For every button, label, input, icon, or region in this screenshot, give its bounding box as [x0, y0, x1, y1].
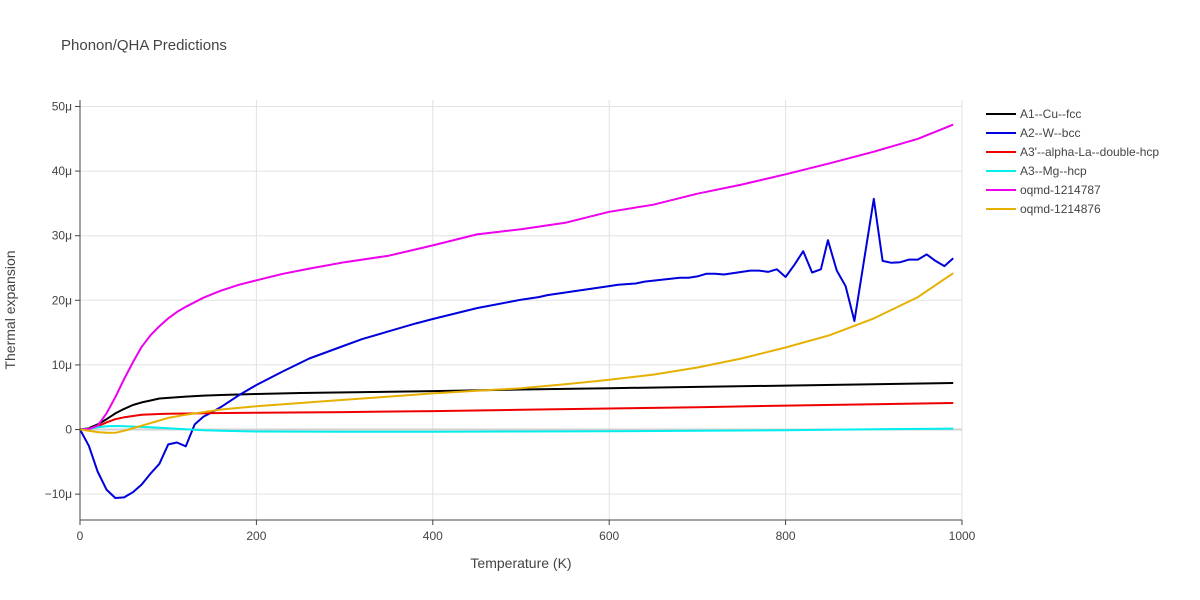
x-axis-title: Temperature (K): [470, 555, 571, 571]
legend[interactable]: A1--Cu--fcc A2--W--bcc A3'--alpha-La--doub…: [986, 107, 1159, 216]
x-tick-labels: 0 200 400 600 800 1000: [77, 529, 976, 543]
legend-item[interactable]: A2--W--bcc: [986, 126, 1080, 140]
y-tick-label: 40μ: [52, 164, 72, 178]
legend-label: A2--W--bcc: [1020, 126, 1080, 140]
x-tick-label: 400: [423, 529, 443, 543]
legend-item[interactable]: A3--Mg--hcp: [986, 164, 1087, 178]
series-line-2[interactable]: [79, 402, 954, 431]
legend-item[interactable]: A1--Cu--fcc: [986, 107, 1081, 121]
series-group: [79, 123, 954, 499]
y-tick-label: 20μ: [52, 293, 72, 307]
legend-label: A3'--alpha-La--double-hcp: [1020, 145, 1159, 159]
y-tick-label: 50μ: [52, 99, 72, 113]
legend-label: A3--Mg--hcp: [1020, 164, 1087, 178]
legend-item[interactable]: A3'--alpha-La--double-hcp: [986, 145, 1159, 159]
y-tick-label: −10μ: [45, 487, 72, 501]
legend-label: A1--Cu--fcc: [1020, 107, 1081, 121]
x-tick-label: 0: [77, 529, 84, 543]
axes: [75, 100, 963, 525]
legend-item[interactable]: oqmd-1214787: [986, 183, 1101, 197]
series-line-3[interactable]: [79, 425, 954, 433]
series-line-5[interactable]: [79, 272, 954, 434]
x-tick-label: 600: [599, 529, 619, 543]
legend-label: oqmd-1214787: [1020, 183, 1101, 197]
legend-label: oqmd-1214876: [1020, 202, 1101, 216]
chart-title: Phonon/QHA Predictions: [61, 37, 227, 54]
y-tick-label: 30μ: [52, 229, 72, 243]
series-line-4[interactable]: [79, 123, 954, 431]
y-tick-label: 0: [65, 423, 72, 437]
legend-item[interactable]: oqmd-1214876: [986, 202, 1101, 216]
y-tick-label: 10μ: [52, 358, 72, 372]
y-axis-title: Thermal expansion: [2, 250, 18, 369]
x-tick-label: 200: [246, 529, 266, 543]
series-line-1[interactable]: [79, 197, 954, 499]
grid: [80, 100, 963, 520]
y-tick-labels: −10μ 0 10μ 20μ 30μ 40μ 50μ: [45, 99, 73, 501]
x-tick-label: 1000: [949, 529, 976, 543]
series-line-0[interactable]: [79, 382, 954, 431]
x-tick-label: 800: [776, 529, 796, 543]
